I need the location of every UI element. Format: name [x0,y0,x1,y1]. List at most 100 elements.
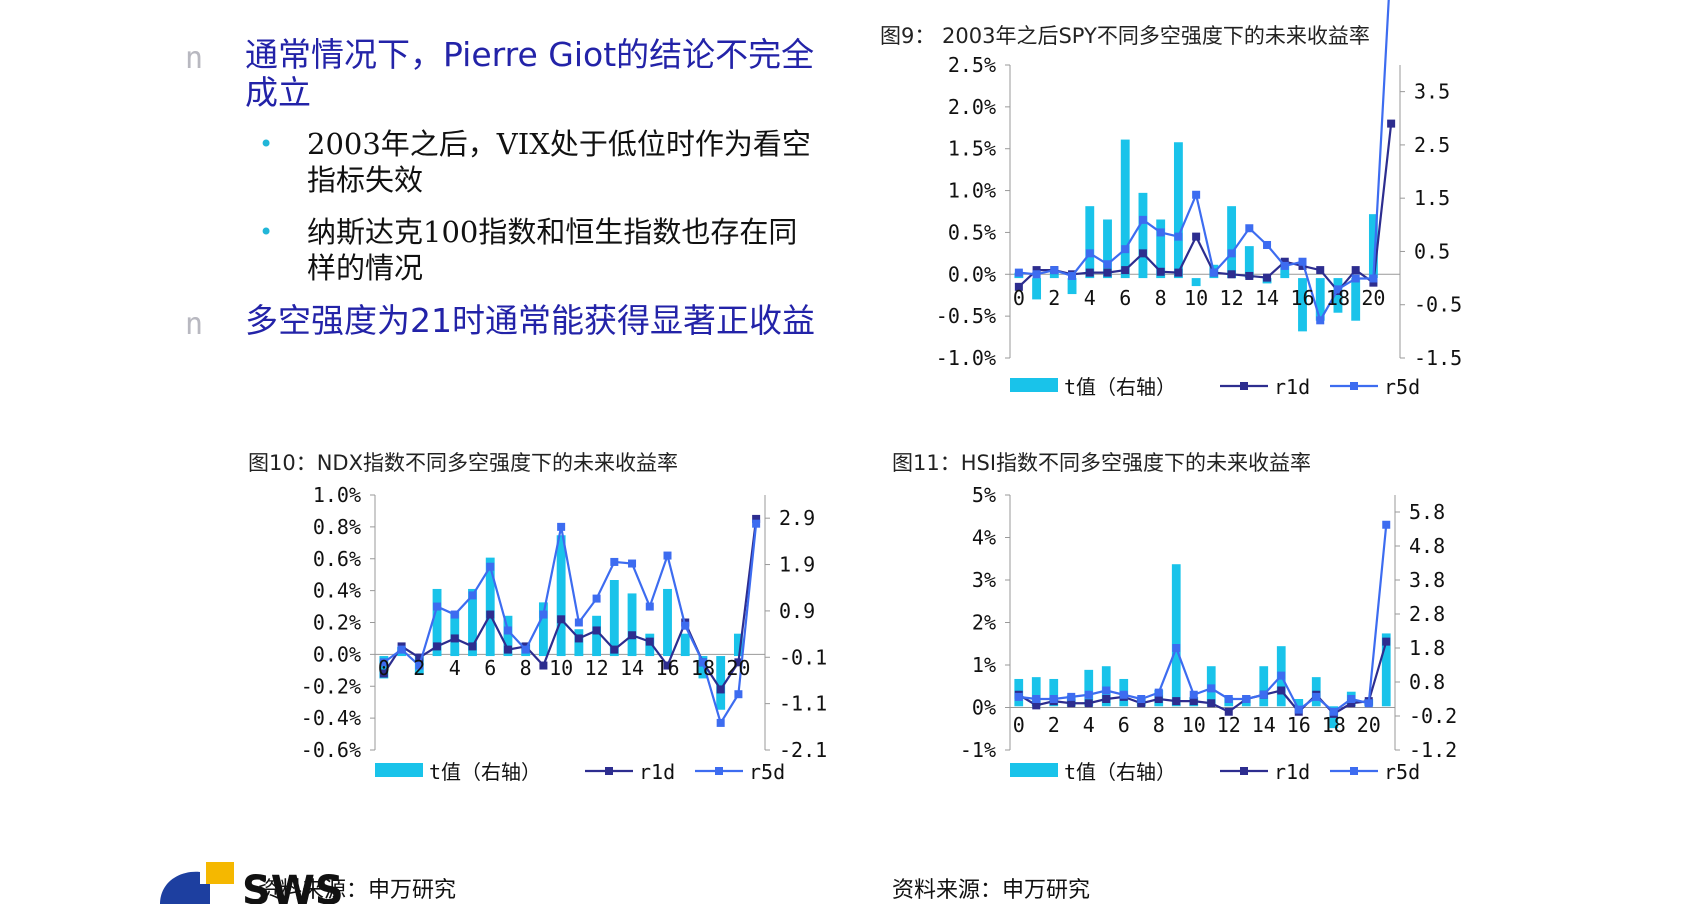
bullet-marker: n [185,307,204,342]
point-r1d [1103,268,1112,277]
bar [1138,192,1148,279]
sub-bullet-marker: • [259,218,274,246]
x-tick-label: 14 [1255,286,1279,310]
left-tick-label: -0.6% [301,738,361,762]
right-tick-label: -0.1 [779,645,827,669]
sub-bullet-item: • 纳斯达克100指数和恒生指数也存在同样的情况 [185,214,825,286]
left-tick-label: -0.5% [936,304,996,328]
left-tick-label: 2.0% [948,95,996,119]
bar [468,588,477,657]
point-r1d [1224,707,1233,716]
x-tick-label: 6 [1118,713,1130,737]
left-tick-label: -0.2% [301,674,361,698]
point-r1d [1154,695,1163,703]
point-r5d [397,645,406,654]
bar [1049,678,1059,707]
bar [574,629,584,657]
x-tick-label: 12 [1217,713,1241,737]
left-tick-label: -1% [960,738,996,762]
x-tick-label: 0 [378,656,390,680]
point-r5d [1137,695,1146,703]
x-tick-label: 18 [691,656,715,680]
point-r1d [1298,261,1307,270]
bullet-text: 多空强度为21时通常能获得显著正收益 [245,301,815,340]
left-tick-label: 0.4% [313,579,361,603]
logo-text: SWS [242,868,344,904]
bullet-list: n 通常情况下，Pierre Giot的结论不完全成立 • 2003年之后，VI… [185,36,825,354]
bar [432,588,442,657]
bar [1259,666,1269,707]
bar [1294,699,1304,707]
bar [627,593,637,657]
point-r1d [628,631,637,640]
left-tick-label: 1.0% [313,483,361,507]
point-r1d [1084,699,1093,708]
point-r5d [379,658,388,667]
legend-marker-r1d [1240,767,1248,775]
bar [592,615,602,657]
right-tick-label: 0.5 [1414,239,1450,263]
bar [1156,219,1166,279]
bar [1381,633,1391,707]
x-tick-label: 10 [1184,286,1208,310]
legend-label: r1d [639,760,675,784]
bar [485,557,495,657]
series-line-r5d [1018,524,1388,714]
point-r5d [734,690,743,699]
legend-label: t值（右轴） [429,760,541,784]
point-r5d [1103,260,1112,269]
point-r5d [663,551,672,560]
bar [1333,278,1343,313]
right-tick-label: 2.9 [779,506,815,530]
left-tick-label: 2% [972,611,996,635]
point-r5d [1172,644,1181,652]
point-r1d [645,637,654,646]
x-tick-label: 20 [1357,713,1381,737]
point-r1d [1227,270,1236,279]
chart-title-spy: 图9： 2003年之后SPY不同多空强度下的未来收益率 [880,24,1370,48]
legend-label: r5d [1384,760,1420,784]
point-r5d [1329,707,1338,716]
bar [1085,206,1095,279]
x-tick-label: 2 [413,656,425,680]
right-tick-label: -1.2 [1409,738,1457,762]
x-tick-label: 6 [484,656,496,680]
x-tick-label: 14 [1252,713,1276,737]
point-r5d [628,559,637,568]
x-tick-label: 12 [1220,286,1244,310]
point-r1d [1014,282,1023,291]
left-tick-label: 1.5% [948,137,996,161]
point-r5d [1174,232,1183,241]
point-r5d [1294,705,1303,714]
bar [1191,278,1201,287]
left-tick-label: 0.8% [313,515,361,539]
point-r5d [1119,690,1128,699]
point-r5d [1245,224,1254,233]
left-tick-label: 0.0% [948,262,996,286]
bar [1298,278,1307,332]
bar [556,535,566,657]
x-tick-label: 18 [1322,713,1346,737]
x-tick-label: 16 [1287,713,1311,737]
bar [1173,142,1183,279]
point-r1d [1245,271,1254,280]
point-r5d [450,610,459,619]
legend-marker-r1d [605,767,613,775]
legend-marker-r1d [1240,382,1248,390]
right-tick-label: -0.2 [1409,704,1457,728]
bullet-item: n 多空强度为21时通常能获得显著正收益 [185,301,825,343]
sub-bullet-text: 纳斯达克100指数和恒生指数也存在同样的情况 [307,215,798,285]
left-tick-label: 5% [972,483,996,507]
point-r1d [716,685,725,694]
point-r1d [1032,701,1041,710]
point-r5d [415,661,424,670]
point-r5d [1347,695,1356,703]
sws-logo: SWS [160,862,344,904]
point-r1d [1280,257,1289,266]
x-tick-label: 18 [1326,286,1350,310]
point-r5d [1067,692,1076,701]
point-r1d [1351,266,1360,275]
x-tick-label: 0 [1013,286,1025,310]
point-r1d [1263,273,1272,282]
point-r1d [1172,697,1181,706]
